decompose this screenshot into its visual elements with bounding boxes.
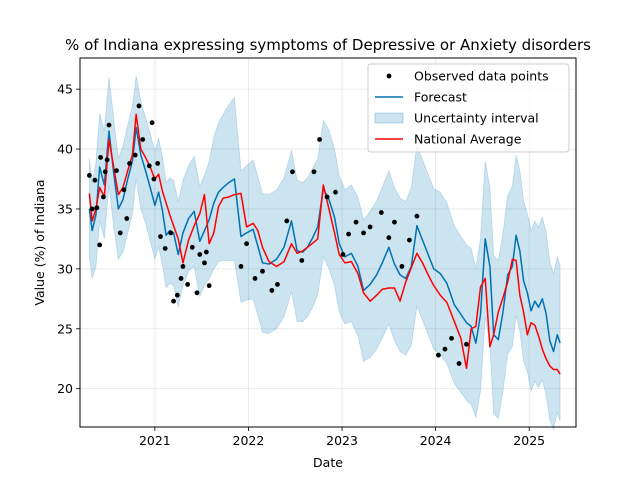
x-tick-label: 2024 [420,433,452,448]
legend-label: Uncertainty interval [414,111,539,126]
legend-swatch-patch [374,112,404,124]
observed-data-point [149,120,155,126]
observed-data-point [168,230,174,236]
legend: Observed data points Forecast Uncertainty … [367,63,570,153]
observed-data-point [392,219,397,225]
observed-data-point [299,258,305,263]
y-tick-label: 20 [57,381,73,396]
observed-data-point [333,189,338,195]
observed-data-point [174,292,180,298]
observed-data-point [275,282,280,287]
observed-data-point [117,230,123,236]
observed-data-point [194,290,200,296]
observed-data-point [284,218,290,224]
observed-data-point [340,252,346,257]
y-tick-label: 40 [57,142,73,157]
observed-data-point [94,205,100,211]
chart-title: % of Indiana expressing symptoms of Depr… [65,36,591,54]
observed-data-point [407,237,412,243]
observed-data-point [121,187,127,193]
x-tick-label: 2022 [233,433,265,448]
observed-points-layer [86,103,469,366]
y-tick-label: 35 [57,201,73,216]
legend-label: Forecast [414,90,467,105]
observed-data-point [180,264,186,269]
line-layer [88,113,561,375]
observed-data-point [104,157,110,163]
observed-data-point [414,213,420,219]
observed-data-point [260,268,265,274]
observed-data-point [206,283,212,289]
y-axis-label: Value (%) of Indiana [32,179,47,305]
uncertainty-interval-band [88,75,561,431]
observed-data-point [97,242,103,248]
observed-data-point [346,231,351,237]
observed-data-point [140,137,146,142]
national-average-line [88,113,561,375]
observed-data-point [449,335,454,341]
observed-data-point [252,276,258,281]
observed-data-point [361,230,366,236]
plot-frame [79,57,577,428]
observed-data-point [367,224,373,230]
observed-data-point [189,244,195,250]
observed-data-point [101,194,106,200]
observed-data-point [442,346,448,352]
observed-data-point [203,249,209,255]
observed-data-point [197,252,203,257]
legend-label: Observed data points [414,69,549,84]
observed-data-point [269,288,275,293]
legend-box [367,63,570,153]
observed-data-point [151,176,157,182]
observed-data-point [353,219,359,225]
observed-data-point [324,194,330,200]
observed-data-point [158,234,163,239]
observed-data-point [102,169,108,175]
observed-data-point [464,341,469,347]
x-axis-label: Date [313,455,343,470]
x-tick-label: 2023 [326,433,358,448]
observed-data-point [386,235,392,241]
observed-data-point [114,168,119,174]
observed-data-point [399,264,405,269]
x-tick-label: 2021 [139,433,171,448]
y-tick-label: 45 [57,82,73,97]
observed-data-point [155,161,161,166]
observed-data-point [436,352,441,358]
observed-data-point [98,155,103,160]
observed-data-point [92,177,98,183]
observed-data-point [132,152,138,158]
legend-marker-observed [386,73,392,79]
observed-data-point [290,169,295,175]
observed-data-point [238,264,244,269]
observed-data-point [178,276,184,281]
x-tick-label: 2025 [513,433,545,448]
uncertainty-band-layer [88,75,561,431]
legend-label: National Average [414,132,522,147]
observed-data-point [202,260,207,266]
observed-data-point [456,361,462,366]
observed-data-point [311,169,317,175]
y-tick-label: 25 [57,321,73,336]
observed-data-point [89,206,95,212]
y-tick-label: 30 [57,261,73,276]
observed-data-point [136,103,142,109]
observed-data-point [124,216,130,221]
observed-data-point [244,241,249,247]
observed-data-point [378,210,384,215]
observed-data-point [146,163,152,169]
observed-data-point [317,137,322,142]
observed-data-point [185,282,191,287]
observed-data-point [106,122,112,128]
observed-data-point [86,173,92,178]
observed-data-point [171,298,176,304]
observed-data-point [127,161,132,166]
observed-data-point [162,246,168,251]
